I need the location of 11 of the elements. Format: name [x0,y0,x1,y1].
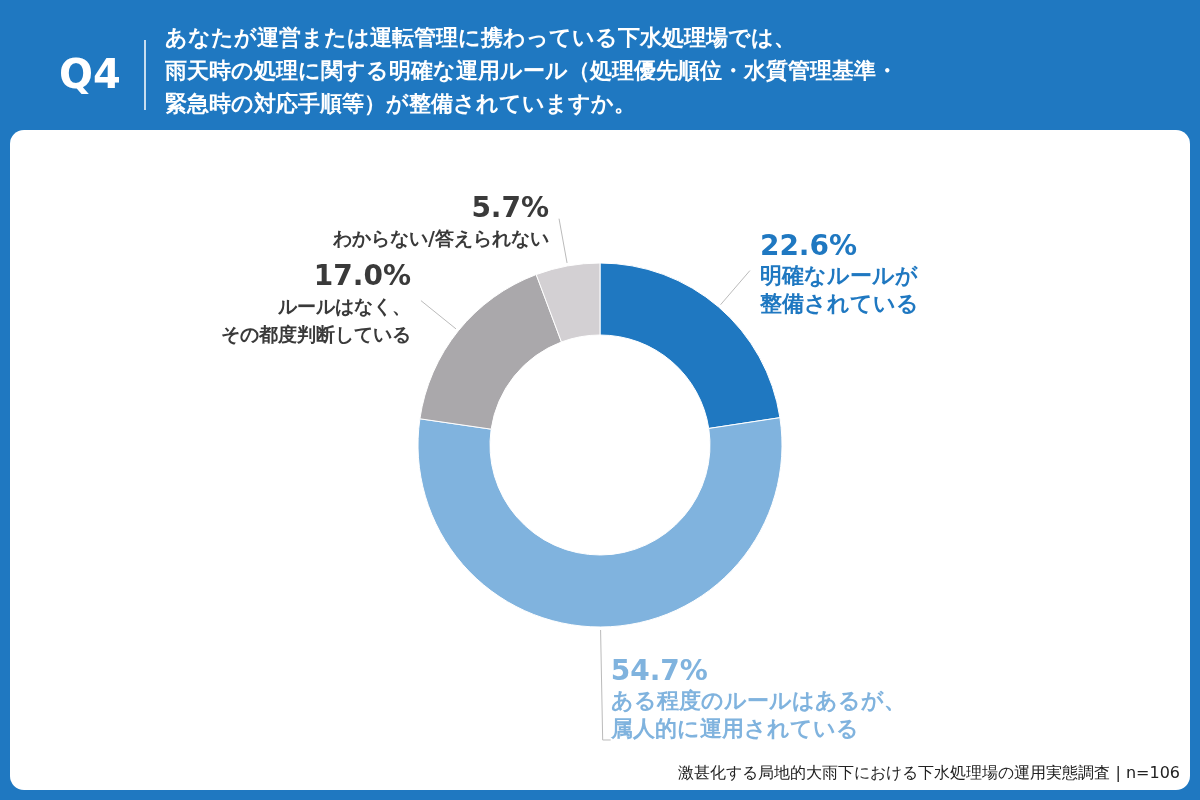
chart-subtitle: あなたが運営または運転管理に携わっている下水処理場では、雨天時の処理に関する明確な運用ルール（処理優先順位・水質管理基準・緊急時の対応手順等）が整備されていますか。 [164,25,898,116]
data-label: 54.7% [610,654,708,687]
data-label: 5.7% [471,190,550,224]
chart-title: Q4 [59,51,121,97]
data-label: 17.0% [313,258,411,292]
slice-label: ルールはなく、その都度判断している [220,294,411,345]
slice-label: わからない/答えられない [332,226,550,249]
text: 激甚化する局地的大雨下における下水処理場の運用実態調査 | n=106 [678,763,1180,782]
data-label: 22.6% [759,228,858,262]
slice-label: ある程度のルールはあるが、属人的に運用されている [609,688,906,741]
slice-label: 明確なルールが整備されている [758,262,919,316]
